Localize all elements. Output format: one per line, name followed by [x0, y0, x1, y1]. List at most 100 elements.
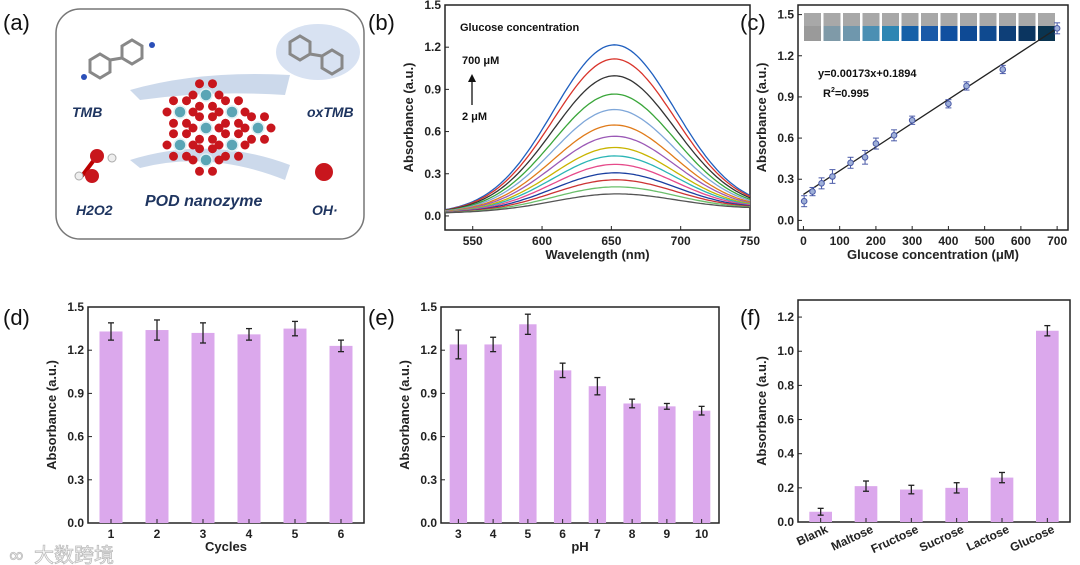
- nanozyme-label: POD nanozyme: [145, 193, 262, 210]
- x-axis-label: Cycles: [205, 539, 247, 554]
- y-axis-label: Absorbance (a.u.): [754, 356, 769, 466]
- y-tick-label: 0.0: [777, 213, 794, 227]
- tmb-label: TMB: [72, 104, 102, 120]
- cuvette-solution: [823, 26, 841, 41]
- x-tick-label: 1: [108, 527, 115, 541]
- panel-label-c: (c): [740, 10, 766, 35]
- oxygen-atom: [240, 140, 250, 150]
- spectrum-line-550M: [444, 58, 751, 211]
- y-tick-label: 0.0: [777, 515, 794, 529]
- cuvette-solution: [960, 26, 977, 41]
- oxtmb-molecule-icon: [276, 24, 360, 80]
- y-tick-label: 0.9: [67, 386, 84, 400]
- x-tick-label: 6: [338, 527, 345, 541]
- y-tick-label: 0.6: [420, 430, 437, 444]
- fit-equation: y=0.00173x+0.1894: [818, 68, 917, 80]
- x-tick-label: 2: [154, 527, 161, 541]
- data-point: [809, 188, 816, 195]
- oxygen-atom: [182, 118, 191, 128]
- panel-label-d: (d): [3, 305, 30, 330]
- chart-title: Glucose concentration: [460, 22, 579, 34]
- spectrum-line-300M: [444, 108, 751, 212]
- bar-3: [449, 344, 468, 523]
- y-axis-label: Absorbance (a.u.): [401, 63, 416, 173]
- y-tick-label: 0.6: [777, 131, 794, 145]
- oxygen-atom: [260, 134, 269, 144]
- panel-label-e: (e): [368, 305, 395, 330]
- oh-label: OH·: [312, 202, 338, 218]
- x-tick-label: 7: [594, 527, 601, 541]
- y-tick-label: 0.2: [777, 481, 794, 495]
- oxygen-atom: [208, 112, 217, 122]
- calibration-chart: 0.0 0.3 0.6 0.9 1.2 1.5 0 100 200 300 400 500 600 700…: [754, 4, 1069, 262]
- x-tick-label: 4: [490, 527, 497, 541]
- oxygen-atom: [214, 140, 224, 150]
- spectrum-line-400M: [444, 93, 751, 212]
- oxygen-atom: [195, 144, 204, 154]
- bar-8: [623, 403, 641, 523]
- x-tick-label: Lactose: [964, 522, 1011, 554]
- y-tick-label: 0.3: [420, 473, 437, 487]
- oxygen-atom: [221, 129, 230, 139]
- x-axis-label: Wavelength (nm): [545, 247, 649, 262]
- plot-frame: [444, 4, 751, 231]
- data-point: [818, 180, 825, 187]
- y-axis-label: Absorbance (a.u.): [754, 63, 769, 173]
- metal-node: [225, 105, 239, 119]
- spectrum-line-130M: [444, 155, 751, 213]
- spectrum-line-80M: [444, 163, 751, 213]
- bar-Sucrose: [945, 487, 968, 522]
- oxygen-atom: [169, 118, 178, 128]
- spectrum-line-50M: [444, 172, 751, 213]
- x-tick-label: 700: [1047, 234, 1067, 248]
- cuvette-solution: [843, 26, 860, 41]
- x-tick-label: Maltose: [829, 522, 876, 554]
- data-point: [847, 159, 854, 167]
- oxygen-atom: [208, 101, 217, 111]
- spectrum-line-700M: [444, 44, 751, 211]
- h2o2-label: H2O2: [76, 202, 113, 218]
- metal-node: [225, 138, 239, 152]
- oxygen-atom: [182, 151, 191, 161]
- ph-bar-chart: 0.0 0.3 0.6 0.9 1.2 1.5 Absorbance (a.u.) pH 3 4 5…: [397, 300, 720, 554]
- cuvette-solution: [862, 26, 880, 41]
- oxygen-atom: [188, 90, 198, 100]
- y-tick-label: 0.9: [420, 386, 437, 400]
- r-squared: R2=0.995: [823, 87, 869, 100]
- y-tick-label: 0.6: [424, 125, 441, 139]
- oxygen-atom: [234, 151, 243, 161]
- oxygen-atom: [234, 129, 243, 139]
- bar-Glucose: [1036, 330, 1059, 522]
- spectrum-line-25M: [444, 179, 751, 214]
- plot-frame: [797, 4, 1069, 231]
- bar-3: [191, 332, 215, 523]
- spectrum-line-250M: [444, 124, 751, 212]
- annotation-high: 700 μM: [462, 55, 499, 67]
- metal-node: [173, 105, 187, 119]
- oxygen-atom: [182, 129, 191, 139]
- x-tick-label: 9: [664, 527, 671, 541]
- spectrum-line-200M: [444, 135, 751, 213]
- y-tick-label: 0.3: [67, 473, 84, 487]
- oxygen-atom: [214, 123, 224, 133]
- watermark: ∞ 大数跨境: [8, 543, 115, 565]
- bar-10: [692, 410, 711, 523]
- metal-node: [199, 88, 213, 102]
- bar-5: [519, 324, 537, 523]
- x-tick-label: Sucrose: [917, 522, 966, 555]
- cuvette-solution: [901, 26, 919, 41]
- y-tick-label: 1.5: [67, 300, 84, 314]
- x-tick-label: 650: [601, 234, 621, 248]
- data-point: [963, 82, 970, 90]
- oxygen-atom: [221, 151, 230, 161]
- plot-frame: [87, 306, 365, 524]
- data-point: [945, 100, 952, 108]
- x-tick-label: 200: [866, 234, 886, 248]
- oxtmb-label: oxTMB: [307, 104, 354, 120]
- y-tick-label: 0.6: [777, 413, 794, 427]
- y-tick-label: 1.2: [777, 310, 794, 324]
- oxygen-atom: [195, 79, 204, 89]
- x-tick-label: 3: [455, 527, 462, 541]
